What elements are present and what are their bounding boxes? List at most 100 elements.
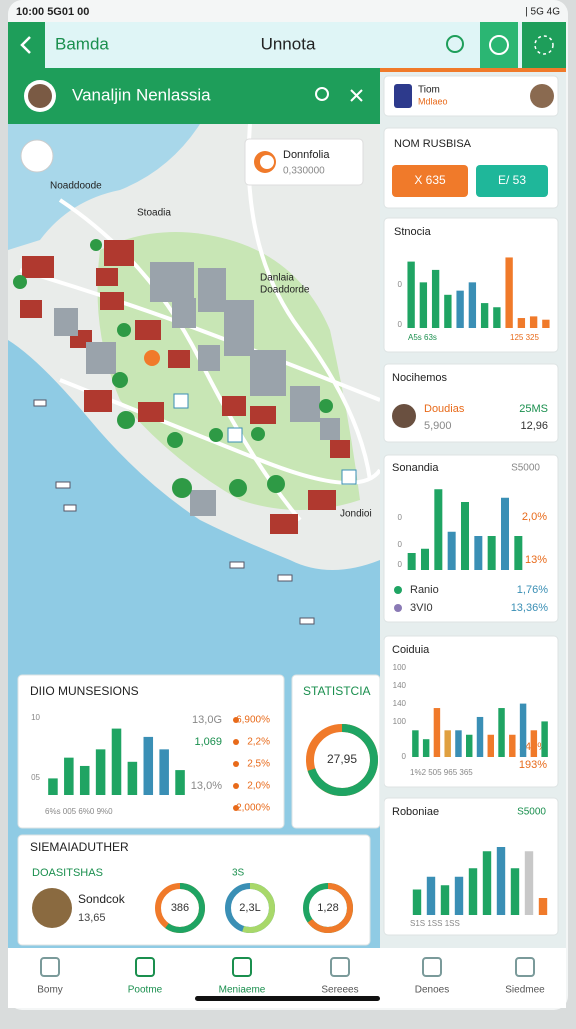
map-label: Noaddoode (50, 181, 102, 192)
bar (48, 778, 58, 795)
back-button[interactable] (8, 22, 45, 68)
close-icon[interactable] (350, 89, 363, 102)
menu-button[interactable] (522, 22, 566, 68)
list-dot (233, 805, 239, 811)
nav-icon[interactable] (422, 957, 442, 977)
check-button[interactable] (480, 22, 518, 68)
bar (541, 721, 548, 757)
bar (454, 876, 464, 915)
bar (466, 734, 473, 757)
nav-icon[interactable] (232, 957, 252, 977)
label: 140 (393, 699, 407, 708)
label: S1S 1SS 1SS (410, 919, 460, 928)
map-popup[interactable] (244, 138, 364, 186)
trees (13, 239, 333, 498)
list-dot (233, 739, 239, 745)
status-icons: | 5G 4G (525, 7, 560, 18)
card-title: Coiduia (392, 644, 430, 656)
legend-value: 13,36% (511, 602, 549, 614)
label: 13,0G (192, 714, 222, 726)
bar (111, 728, 122, 795)
label: 13% (525, 554, 547, 566)
label: 1,069 (194, 736, 222, 748)
bar (476, 716, 484, 757)
bar (493, 307, 501, 328)
bar (456, 290, 464, 328)
label: 13,65 (78, 912, 106, 924)
bar (433, 708, 441, 757)
label: DOASITSHAS (32, 867, 103, 879)
legend-dot (394, 586, 402, 594)
label: 12,96 (520, 420, 548, 432)
label: 0 (398, 280, 403, 289)
bar (407, 553, 416, 570)
button[interactable] (392, 165, 468, 197)
bar (143, 736, 154, 795)
nav-icon[interactable] (515, 957, 535, 977)
nav-label: Bomy (37, 985, 63, 996)
map-pin[interactable] (144, 350, 160, 366)
buildings (54, 262, 340, 516)
label: 2,0% (247, 781, 270, 792)
map-label: Stoadia (137, 208, 171, 219)
app-title: Unnota (261, 34, 316, 53)
label: 1%2 505 965 365 (410, 768, 473, 777)
list-dot (233, 761, 239, 767)
search-icon[interactable] (446, 35, 464, 53)
bar (514, 536, 523, 570)
popup-subtitle: 0,330000 (283, 166, 325, 177)
button[interactable] (476, 165, 548, 197)
bar (444, 294, 452, 328)
logo (394, 84, 412, 108)
label: 2,000% (236, 803, 270, 814)
side-accent (380, 68, 566, 72)
check-icon (489, 35, 509, 55)
header-title: Vanaljin Nenlassia (72, 85, 211, 104)
label: S5000 (511, 463, 540, 474)
legend-value: 1,76% (517, 584, 548, 596)
bar (498, 708, 505, 757)
label: 5,900 (424, 420, 452, 432)
bar (474, 536, 483, 570)
gauge-label: 1,28 (317, 902, 338, 914)
bar (412, 889, 422, 915)
bar (455, 730, 462, 757)
nav-label: Siedmee (505, 985, 545, 996)
nav-icon[interactable] (40, 957, 60, 977)
bay (8, 124, 200, 250)
bar (519, 703, 527, 757)
popup-title: Donnfolia (283, 149, 330, 161)
map-label: Danlaia (260, 273, 294, 284)
avatar[interactable] (530, 84, 554, 108)
bar (487, 536, 496, 570)
label: 13,0% (191, 780, 222, 792)
map-pin[interactable] (173, 393, 189, 409)
ring-value (225, 883, 275, 933)
bar (510, 868, 520, 915)
card-title: SIEMAIADUTHER (30, 840, 129, 854)
bar (419, 282, 428, 328)
avatar[interactable] (392, 404, 416, 428)
bar (505, 257, 513, 328)
header (8, 68, 380, 124)
list-dot (233, 717, 239, 723)
search-icon[interactable] (315, 87, 329, 101)
label: 2,5% (247, 759, 270, 770)
locate-button[interactable] (20, 139, 54, 173)
bar (434, 489, 443, 570)
label: 125 325 (510, 333, 539, 342)
bar (422, 739, 430, 757)
gauge-label: 2,3L (239, 902, 260, 914)
nav-icon[interactable] (135, 957, 155, 977)
label: Doudias (424, 403, 465, 415)
bar (412, 730, 419, 757)
label: 0 (398, 540, 403, 549)
nav-icon[interactable] (330, 957, 350, 977)
map-pin[interactable] (341, 469, 357, 485)
bar (407, 261, 415, 328)
label: Mdlaeo (418, 96, 448, 106)
bar (487, 734, 494, 757)
donut-label: 27,95 (327, 752, 357, 766)
map-pin[interactable] (227, 427, 243, 443)
legend-label: 3VI0 (410, 602, 433, 614)
